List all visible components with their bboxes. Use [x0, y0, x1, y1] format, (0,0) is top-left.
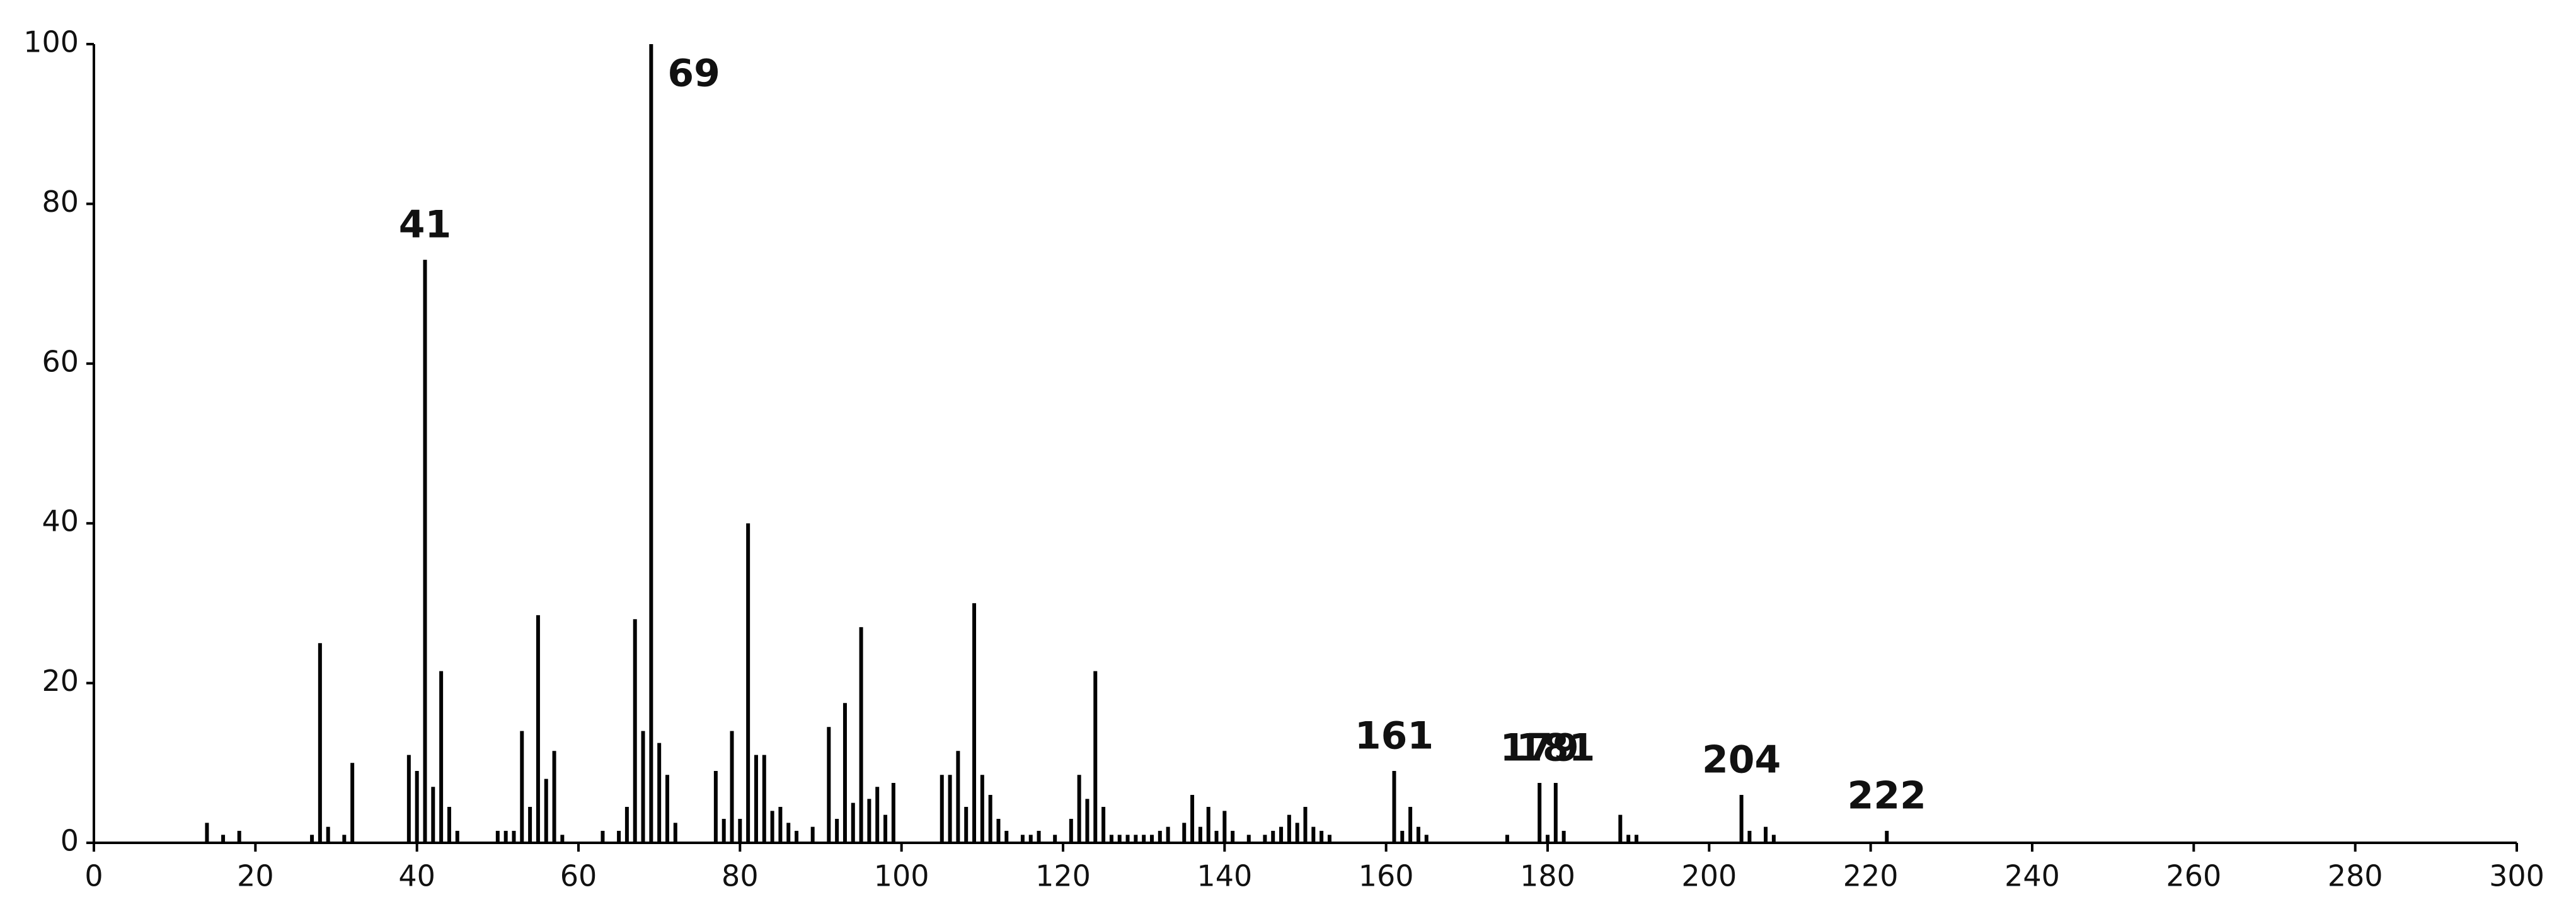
- y-tick-label: 60: [42, 344, 79, 378]
- x-tick-label: 180: [1520, 859, 1575, 893]
- peak-label: 204: [1702, 738, 1781, 782]
- y-tick-label: 100: [23, 25, 79, 59]
- x-tick-label: 20: [237, 859, 274, 893]
- peak-label: 161: [1355, 714, 1434, 758]
- x-tick-label: 100: [874, 859, 929, 893]
- x-tick-label: 120: [1035, 859, 1091, 893]
- y-tick-label: 80: [42, 185, 79, 219]
- peak-label: 222: [1848, 774, 1926, 818]
- x-tick-label: 240: [2004, 859, 2060, 893]
- x-tick-label: 60: [560, 859, 597, 893]
- x-tick-label: 300: [2489, 859, 2544, 893]
- x-tick-label: 260: [2166, 859, 2221, 893]
- x-tick-label: 220: [1843, 859, 1899, 893]
- peak-label: 41: [399, 203, 452, 247]
- peak-label: 181: [1516, 726, 1595, 770]
- x-tick-label: 40: [398, 859, 435, 893]
- peak-label: 69: [667, 52, 720, 96]
- y-tick-label: 0: [60, 824, 79, 858]
- y-tick-label: 40: [42, 504, 79, 538]
- x-tick-label: 0: [84, 859, 103, 893]
- y-tick-label: 20: [42, 664, 79, 698]
- x-tick-label: 140: [1197, 859, 1252, 893]
- x-tick-label: 280: [2328, 859, 2383, 893]
- x-tick-label: 80: [722, 859, 759, 893]
- peak-label: 179: [1500, 726, 1579, 770]
- x-tick-label: 200: [1681, 859, 1737, 893]
- x-tick-label: 160: [1359, 859, 1414, 893]
